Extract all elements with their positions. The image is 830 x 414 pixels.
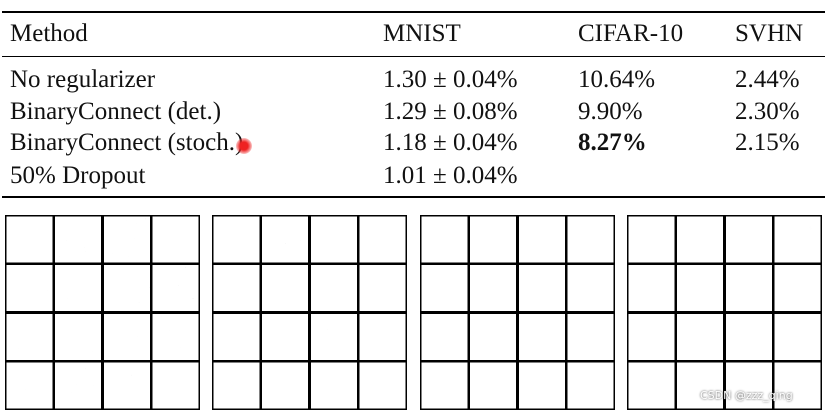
bottom-rule [2,196,825,198]
watermark: CSDN @zzz_qing [700,389,793,402]
value-cell: 10.64% [578,66,656,93]
filter-panel [5,215,200,410]
filter-image [55,265,101,311]
top-rule [2,11,825,13]
filter-image [628,314,675,360]
filter-image [152,362,199,409]
filter-image [726,265,772,311]
header-cell: SVHN [735,20,804,47]
filter-image [6,362,53,409]
filter-image [213,216,260,263]
filter-panel [212,215,407,410]
filter-image [677,216,723,263]
filter-image [104,216,150,263]
filter-image [311,362,357,409]
filter-image [55,314,101,360]
filter-image [421,362,468,409]
value-cell: 9.90% [578,98,643,125]
filter-image [6,216,53,263]
header-rule [2,56,825,57]
method-cell: No regularizer [10,66,156,93]
filter-image [677,265,723,311]
filter-image [311,216,357,263]
value-cell: 1.18 ± 0.04% [383,129,518,156]
filter-image [213,362,260,409]
value-cell: 2.44% [735,66,800,93]
filter-image [470,314,516,360]
filter-image [726,314,772,360]
filter-image [519,314,565,360]
filter-image [774,265,821,311]
filter-image [6,265,53,311]
filter-image [359,314,406,360]
value-cell: 2.30% [735,98,800,125]
filter-image [470,216,516,263]
value-cell: 1.29 ± 0.08% [383,98,518,125]
filter-image [152,216,199,263]
filter-image [104,362,150,409]
filter-image [726,362,772,409]
filter-image [104,265,150,311]
filter-image [567,216,614,263]
filter-image [567,265,614,311]
filter-image [359,265,406,311]
filter-image [359,362,406,409]
filter-image [55,216,101,263]
value-cell: 2.15% [735,129,800,156]
filter-image [519,216,565,263]
filter-image [421,216,468,263]
filter-image [628,362,675,409]
filter-image [628,216,675,263]
filter-image [470,362,516,409]
filter-image [519,265,565,311]
filter-image [262,362,308,409]
filter-image [262,265,308,311]
header-cell: MNIST [383,20,461,47]
method-cell: BinaryConnect (stoch.) [10,129,244,156]
filter-image [213,265,260,311]
filter-image [262,216,308,263]
filter-image [519,362,565,409]
filter-panel [627,215,822,410]
header-cell: Method [10,20,88,47]
best-value-cell: 8.27% [578,129,647,156]
filter-image [567,314,614,360]
filter-image [567,362,614,409]
filter-image [311,265,357,311]
filter-image [152,265,199,311]
cursor-dot [236,138,252,154]
filter-image [774,216,821,263]
filter-image [421,265,468,311]
filter-image [774,314,821,360]
filter-image [421,314,468,360]
filter-image [726,216,772,263]
value-cell: 1.01 ± 0.04% [383,162,518,189]
filter-image [55,362,101,409]
filter-image [677,314,723,360]
header-cell: CIFAR-10 [578,20,684,47]
filter-image [359,216,406,263]
filter-image [104,314,150,360]
filter-panel [420,215,615,410]
filter-image [213,314,260,360]
filter-image [152,314,199,360]
filter-image [774,362,821,409]
value-cell: 1.30 ± 0.04% [383,66,518,93]
filter-image [262,314,308,360]
method-cell: 50% Dropout [10,162,146,189]
method-cell: BinaryConnect (det.) [10,98,222,125]
filter-image [470,265,516,311]
filter-image [6,314,53,360]
filter-image [677,362,723,409]
filter-image [311,314,357,360]
filter-image [628,265,675,311]
